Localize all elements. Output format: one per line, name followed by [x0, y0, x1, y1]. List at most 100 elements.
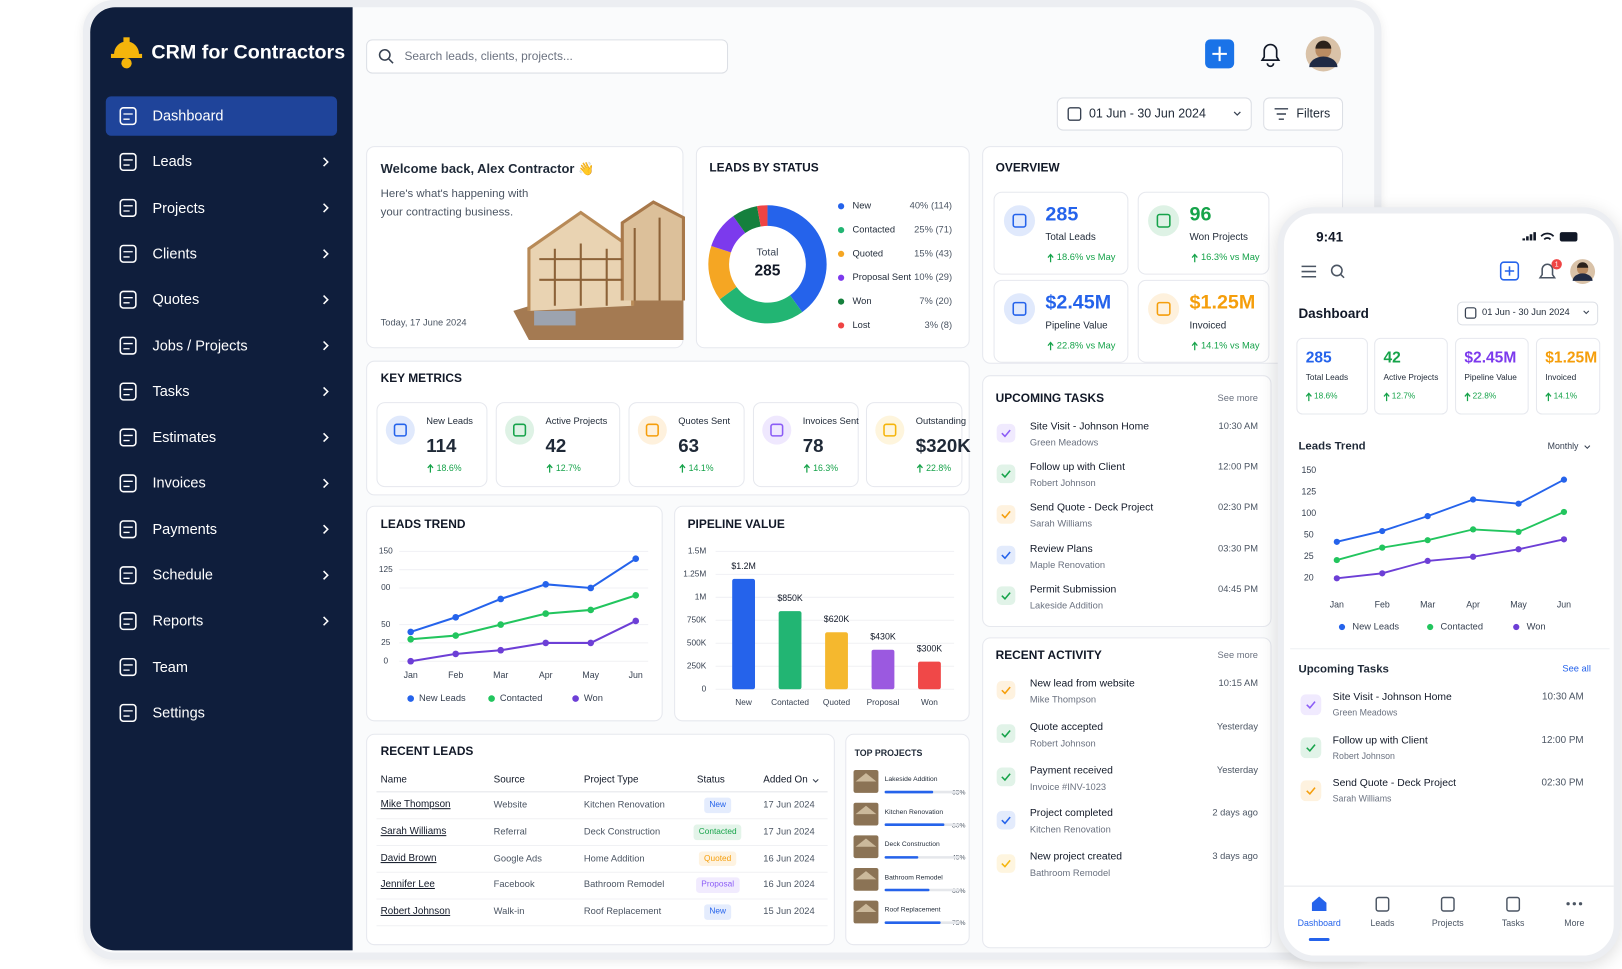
- bottom-nav-label[interactable]: Tasks: [1501, 917, 1525, 928]
- lead-name[interactable]: Jennifer Lee: [380, 879, 435, 891]
- nav-label[interactable]: Clients: [152, 244, 197, 262]
- nav-item[interactable]: [106, 280, 337, 319]
- metric-tile: [752, 402, 859, 488]
- nav-item[interactable]: [105, 96, 338, 136]
- nav-item[interactable]: [106, 234, 337, 273]
- metric-change: 22.8%: [926, 462, 952, 473]
- item-time: Yesterday: [1216, 721, 1259, 732]
- overview-change: 22.8% vs May: [1056, 339, 1116, 351]
- lead-name[interactable]: Mike Thompson: [380, 798, 451, 811]
- item-subtitle: Green Meadows: [1029, 437, 1099, 448]
- item-time: 02:30 PM: [1218, 502, 1259, 513]
- item-title: Follow up with Client: [1332, 734, 1428, 747]
- nav-label[interactable]: Jobs / Projects: [152, 336, 248, 354]
- nav-label[interactable]: Leads: [152, 152, 193, 170]
- cell: Facebook: [493, 879, 535, 890]
- metric-value: 78: [802, 435, 824, 457]
- bottom-nav-label[interactable]: Dashboard: [1297, 917, 1341, 928]
- bottom-nav-label[interactable]: More: [1564, 917, 1585, 928]
- lead-name[interactable]: Robert Johnson: [380, 905, 451, 918]
- bottom-nav-label[interactable]: Leads: [1370, 917, 1395, 928]
- cell: Home Addition: [583, 852, 645, 863]
- nav-item[interactable]: [106, 601, 337, 640]
- item-time: 3 days ago: [1212, 851, 1259, 862]
- card-title: RECENT ACTIVITY: [995, 649, 1102, 662]
- metric-label: Outstanding: [915, 415, 967, 427]
- see-more[interactable]: See more: [1217, 392, 1259, 404]
- metric-change: 12.7%: [555, 462, 581, 473]
- item-subtitle: Robert Johnson: [1029, 478, 1096, 489]
- date-picker[interactable]: [1056, 97, 1252, 131]
- mobile-chart-title: Leads Trend: [1298, 440, 1366, 453]
- nav-item[interactable]: [106, 556, 337, 595]
- item-time: 03:30 PM: [1218, 542, 1259, 554]
- nav-label[interactable]: Dashboard: [152, 107, 224, 124]
- nav-item[interactable]: [106, 693, 337, 732]
- nav-label[interactable]: Schedule: [152, 566, 214, 583]
- nav-item[interactable]: [106, 418, 337, 457]
- add-button[interactable]: [1205, 39, 1235, 69]
- date-range[interactable]: 01 Jun - 30 Jun 2024: [1088, 106, 1206, 121]
- item-title: Send Quote - Deck Project: [1332, 777, 1457, 790]
- overview-change: 18.6% vs May: [1056, 251, 1116, 263]
- nav-label[interactable]: Tasks: [152, 382, 190, 400]
- nav-label[interactable]: Invoices: [152, 474, 206, 491]
- see-more[interactable]: See more: [1217, 649, 1259, 661]
- mobile-card-value: $2.45M: [1464, 349, 1517, 367]
- card-title: UPCOMING TASKS: [995, 392, 1105, 405]
- item-title: Site Visit - Johnson Home: [1332, 691, 1452, 704]
- mobile-card-value: 285: [1305, 349, 1332, 367]
- column-header[interactable]: Added On: [763, 773, 808, 786]
- nav-item[interactable]: [106, 372, 337, 411]
- period-select[interactable]: Monthly: [1547, 440, 1579, 452]
- overview-label: Invoiced: [1189, 320, 1227, 332]
- project-name: Lakeside Addition: [884, 775, 938, 783]
- item-title: Send Quote - Deck Project: [1029, 502, 1154, 514]
- item-title: Permit Submission: [1029, 583, 1117, 596]
- see-all[interactable]: See all: [1562, 663, 1591, 674]
- filters-label[interactable]: Filters: [1296, 106, 1331, 121]
- nav-label[interactable]: Quotes: [152, 290, 200, 308]
- metric-tile: [376, 402, 488, 488]
- metric-label: Active Projects: [545, 415, 608, 427]
- item-time: 10:15 AM: [1218, 677, 1259, 689]
- item-subtitle: Invoice #INV-1023: [1029, 781, 1107, 792]
- card-title: KEY METRICS: [380, 372, 462, 386]
- recent-leads-card: [366, 733, 835, 946]
- metric-value: 114: [426, 435, 457, 457]
- nav-item[interactable]: [106, 188, 337, 227]
- nav-label[interactable]: Estimates: [152, 428, 217, 446]
- mobile-card-label: Total Leads: [1305, 372, 1349, 383]
- search-placeholder: Search leads, clients, projects...: [404, 50, 573, 63]
- nav-item[interactable]: [106, 464, 337, 503]
- mobile-date-picker[interactable]: [1457, 301, 1599, 326]
- nav-label[interactable]: Reports: [152, 612, 204, 629]
- item-title: Review Plans: [1029, 543, 1093, 555]
- nav-item[interactable]: [106, 647, 337, 686]
- status-pill: New: [704, 797, 732, 813]
- project-name: Roof Replacement: [884, 906, 941, 914]
- cell: Kitchen Renovation: [583, 799, 665, 810]
- mobile-tile: [1455, 337, 1529, 415]
- lead-name[interactable]: David Brown: [380, 852, 437, 864]
- search-box[interactable]: [366, 39, 729, 74]
- item-subtitle: Maple Renovation: [1029, 559, 1106, 570]
- welcome-text: Here's what's happening with: [380, 187, 529, 200]
- nav-label[interactable]: Projects: [152, 198, 205, 216]
- nav-item[interactable]: [106, 142, 337, 181]
- welcome-title: Welcome back, Alex Contractor 👋: [380, 161, 595, 177]
- cell: Walk-in: [493, 906, 525, 917]
- nav-label[interactable]: Team: [152, 658, 188, 675]
- column-header: Name: [380, 773, 407, 786]
- nav-item[interactable]: [106, 510, 337, 549]
- overview-value: 96: [1189, 203, 1212, 226]
- nav-label[interactable]: Payments: [152, 520, 218, 537]
- mobile-card-value: 42: [1383, 349, 1401, 367]
- item-time: 12:00 PM: [1218, 461, 1259, 472]
- overview-tile: [1137, 279, 1270, 363]
- nav-label[interactable]: Settings: [152, 703, 205, 721]
- lead-name[interactable]: Sarah Williams: [380, 825, 447, 837]
- metric-label: Quotes Sent: [678, 415, 731, 427]
- bottom-nav-label[interactable]: Projects: [1431, 917, 1464, 928]
- mobile-date-range[interactable]: 01 Jun - 30 Jun 2024: [1482, 306, 1570, 318]
